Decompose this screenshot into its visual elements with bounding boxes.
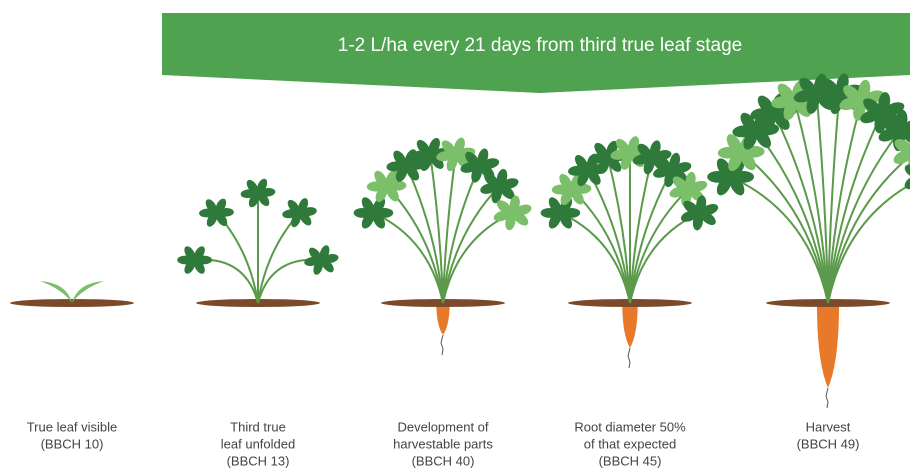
leaf-center	[553, 205, 568, 220]
stage-label: leaf unfolded	[221, 436, 295, 451]
stage-label: True leaf visible	[27, 419, 118, 434]
stage-label: Root diameter 50%	[574, 419, 686, 434]
leaf-center	[251, 186, 265, 200]
leaf-center	[472, 158, 487, 173]
stage-label: Development of	[397, 419, 488, 434]
plants	[10, 72, 910, 408]
plant	[707, 72, 910, 408]
leaf-center	[564, 181, 579, 196]
leaf-center	[423, 147, 438, 162]
plant	[541, 135, 720, 368]
leaf-center	[692, 205, 707, 220]
stage-label: (BBCH 49)	[797, 436, 860, 451]
carrot-root	[817, 303, 839, 388]
leaf-center	[188, 253, 202, 267]
plant	[10, 281, 134, 307]
banner-text: 1-2 L/ha every 21 days from third true l…	[338, 35, 743, 56]
rootlet	[826, 388, 828, 408]
plant	[177, 177, 339, 307]
stem	[630, 213, 700, 303]
stem	[443, 213, 513, 303]
leaf-center	[448, 147, 463, 162]
stem	[630, 189, 688, 303]
stem	[572, 189, 630, 303]
stage-label: Third true	[230, 419, 286, 434]
carrot-root	[622, 303, 638, 348]
leaf-center	[366, 205, 381, 220]
leaf-center	[747, 121, 765, 139]
stem	[216, 213, 258, 303]
stage-label: (BBCH 40)	[412, 453, 475, 468]
leaf-center	[644, 150, 659, 165]
stage-label: Harvest	[806, 419, 851, 434]
leaf-center	[580, 162, 595, 177]
leaf-center	[681, 181, 696, 196]
stage-label: harvestable parts	[393, 436, 493, 451]
leaf-center	[505, 205, 520, 220]
leaf-center	[891, 121, 909, 139]
carrot-root	[436, 303, 449, 335]
plant	[354, 136, 533, 355]
leaf-center	[379, 178, 394, 193]
labels: Third true leaf unfolded (BBCH 13) Developm…	[27, 419, 860, 468]
leaf-center	[315, 253, 329, 267]
leaf-center	[399, 158, 414, 173]
stage-label: (BBCH 10)	[41, 436, 104, 451]
stage-label: (BBCH 45)	[599, 453, 662, 468]
leaf-center	[665, 162, 680, 177]
rootlet	[628, 348, 630, 368]
leaf-center	[293, 206, 307, 220]
rootlet	[441, 335, 443, 355]
stage-label: (BBCH 13)	[227, 453, 290, 468]
carrot-stages-diagram: 1-2 L/ha every 21 days from third true l…	[0, 0, 910, 473]
leaf-center	[210, 206, 224, 220]
stage-label: of that expected	[584, 436, 677, 451]
leaf-center	[492, 178, 507, 193]
